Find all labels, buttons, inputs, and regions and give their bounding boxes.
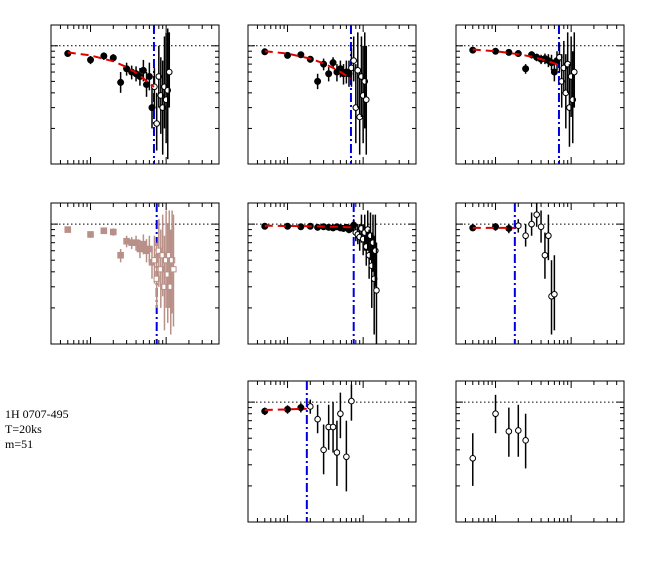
panels bbox=[50, 24, 625, 523]
data-point bbox=[514, 222, 522, 229]
data-point bbox=[551, 290, 558, 298]
panel-1 bbox=[247, 24, 417, 165]
panel-0 bbox=[50, 24, 220, 165]
plot-frame bbox=[455, 24, 625, 165]
data-point bbox=[343, 453, 350, 461]
panel-7 bbox=[455, 380, 625, 523]
data-point bbox=[140, 240, 147, 248]
data-point bbox=[522, 232, 529, 240]
data-point bbox=[337, 410, 344, 418]
model-curve bbox=[264, 407, 307, 411]
data-point bbox=[306, 403, 314, 410]
data-point bbox=[541, 251, 549, 259]
data-point bbox=[550, 68, 558, 76]
panel-5 bbox=[455, 202, 625, 345]
data-point bbox=[284, 51, 292, 59]
note-line-0: 1H 0707-495 bbox=[5, 407, 69, 421]
model-curve bbox=[264, 50, 352, 80]
data-point bbox=[514, 427, 522, 434]
data-point bbox=[109, 228, 117, 236]
data-point bbox=[325, 70, 333, 78]
data-point bbox=[505, 48, 513, 56]
data-point bbox=[372, 247, 379, 255]
plot-frame bbox=[455, 380, 625, 523]
data-point bbox=[469, 454, 477, 462]
data-point bbox=[145, 72, 153, 80]
plot-frame bbox=[247, 202, 417, 345]
data-point bbox=[64, 226, 72, 233]
data-point bbox=[570, 68, 578, 76]
data-point bbox=[87, 56, 95, 64]
data-point bbox=[170, 266, 177, 273]
note-line-1: T=20ks bbox=[5, 422, 42, 436]
data-point bbox=[117, 78, 125, 86]
data-point bbox=[528, 220, 535, 228]
data-point bbox=[153, 120, 161, 127]
data-point bbox=[143, 81, 151, 89]
panel-3 bbox=[50, 202, 220, 345]
data-point bbox=[333, 449, 341, 456]
data-point bbox=[350, 57, 358, 64]
data-point bbox=[362, 96, 370, 103]
plot-frame bbox=[247, 24, 417, 165]
data-point bbox=[320, 446, 327, 454]
data-point bbox=[117, 251, 124, 259]
data-point bbox=[505, 428, 513, 435]
panel-6 bbox=[247, 380, 417, 523]
data-point bbox=[87, 231, 94, 238]
model-curve bbox=[264, 224, 354, 229]
data-point bbox=[492, 223, 500, 231]
data-point bbox=[373, 287, 380, 294]
data-point bbox=[354, 67, 362, 74]
data-point bbox=[522, 65, 530, 73]
source-note: 1H 0707-495 T=20ks m=51 bbox=[5, 407, 69, 451]
data-point bbox=[329, 423, 337, 431]
data-point bbox=[139, 66, 147, 74]
model-curve bbox=[472, 48, 560, 66]
data-point bbox=[545, 232, 552, 240]
data-point bbox=[100, 227, 108, 235]
data-point bbox=[297, 404, 305, 412]
data-point bbox=[537, 223, 545, 231]
plot-frame bbox=[50, 24, 220, 165]
data-point bbox=[132, 239, 140, 246]
plot-frame bbox=[247, 380, 417, 523]
panel-2 bbox=[455, 24, 625, 165]
data-point bbox=[314, 415, 321, 423]
data-point bbox=[159, 252, 166, 259]
data-point bbox=[297, 51, 305, 59]
data-point bbox=[314, 77, 322, 85]
data-point bbox=[169, 257, 176, 264]
note-line-2: m=51 bbox=[5, 437, 33, 451]
plot-frame bbox=[50, 202, 220, 345]
data-point bbox=[348, 397, 355, 405]
data-point bbox=[522, 437, 529, 444]
data-point bbox=[165, 68, 173, 76]
data-point bbox=[533, 211, 540, 218]
plot-frame bbox=[455, 202, 625, 345]
panel-4 bbox=[247, 202, 417, 345]
data-point bbox=[329, 59, 337, 67]
data-point bbox=[100, 52, 108, 60]
model-curve bbox=[67, 51, 155, 88]
data-point bbox=[492, 410, 499, 418]
